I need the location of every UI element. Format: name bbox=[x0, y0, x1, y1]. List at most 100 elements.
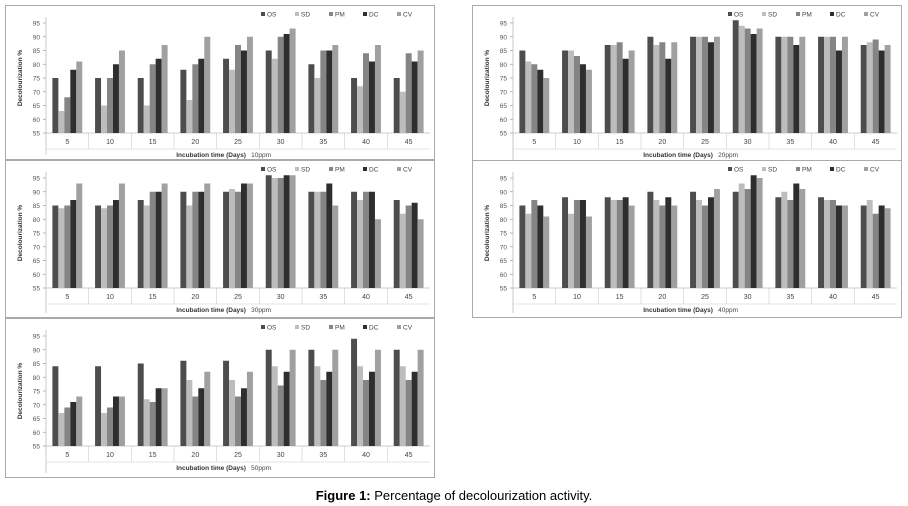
bar-dc bbox=[411, 61, 418, 133]
x-tick-label: 5 bbox=[532, 294, 536, 301]
y-tick-label: 90 bbox=[33, 189, 41, 196]
y-tick-label: 85 bbox=[500, 203, 508, 210]
legend-swatch bbox=[397, 12, 401, 16]
bar-dc bbox=[537, 205, 544, 288]
bar-chart: 55 60 65 70 75 80 85 90 95 Decolourization % 5 10 15… bbox=[17, 325, 430, 473]
legend-swatch bbox=[363, 325, 367, 329]
bar-sd bbox=[58, 208, 65, 288]
bar-chart: 55 60 65 70 75 80 85 90 95 Decolourization % 5 10 15… bbox=[17, 167, 430, 314]
y-tick-label: 55 bbox=[33, 444, 41, 451]
bar-cv bbox=[628, 205, 635, 288]
y-tick-label: 75 bbox=[33, 231, 41, 238]
legend-label: SD bbox=[768, 167, 777, 174]
legend-label: PM bbox=[802, 12, 812, 19]
bar-cv bbox=[671, 205, 678, 288]
bar-cv bbox=[841, 36, 848, 133]
bar-pm bbox=[830, 200, 836, 288]
x-tick-label: 35 bbox=[786, 139, 794, 146]
bar-os bbox=[95, 78, 102, 133]
bar-dc bbox=[622, 197, 629, 288]
x-tick-label: 35 bbox=[319, 452, 327, 459]
y-tick-label: 55 bbox=[33, 131, 41, 138]
bar-sd bbox=[143, 105, 150, 133]
y-tick-label: 80 bbox=[33, 217, 41, 224]
legend-label: SD bbox=[768, 12, 777, 19]
x-tick-label: 5 bbox=[65, 452, 69, 459]
bar-pm bbox=[531, 64, 538, 133]
bar-pm bbox=[659, 42, 666, 133]
bar-dc bbox=[835, 205, 842, 288]
bar-dc bbox=[707, 42, 714, 133]
bar-cv bbox=[374, 219, 381, 288]
bar-os bbox=[775, 197, 782, 288]
y-tick-label: 65 bbox=[500, 258, 508, 265]
bar-os bbox=[732, 20, 739, 133]
x-tick-label: 25 bbox=[701, 294, 709, 301]
bar-cv bbox=[246, 183, 253, 288]
x-tick-label: 20 bbox=[191, 139, 199, 146]
bar-cv bbox=[76, 396, 83, 446]
y-tick-label: 75 bbox=[500, 231, 508, 238]
bar-dc bbox=[155, 191, 162, 288]
x-tick-label: 30 bbox=[744, 139, 752, 146]
y-tick-label: 60 bbox=[33, 117, 41, 124]
bar-dc bbox=[283, 34, 290, 133]
bar-cv bbox=[161, 45, 168, 133]
legend-swatch bbox=[728, 12, 732, 16]
bar-cv bbox=[713, 36, 720, 133]
bar-pm bbox=[405, 53, 412, 133]
x-tick-label: 5 bbox=[65, 294, 69, 301]
legend-swatch bbox=[261, 167, 265, 171]
legend-swatch bbox=[295, 167, 299, 171]
bar-dc bbox=[198, 191, 205, 288]
bar-dc bbox=[793, 183, 800, 288]
bar-dc bbox=[793, 45, 800, 133]
y-tick-label: 55 bbox=[500, 286, 508, 293]
bar-dc bbox=[112, 64, 119, 133]
bar-cv bbox=[417, 219, 424, 288]
legend-swatch bbox=[762, 12, 766, 16]
bar-os bbox=[52, 366, 59, 446]
x-tick-label: 5 bbox=[532, 139, 536, 146]
x-axis-note: 40ppm bbox=[718, 307, 738, 314]
bar-sd bbox=[357, 366, 364, 446]
y-tick-label: 75 bbox=[33, 389, 41, 396]
bar-sd bbox=[229, 189, 236, 288]
bar-os bbox=[351, 191, 358, 288]
bar-os bbox=[690, 36, 697, 133]
bar-pm bbox=[192, 64, 199, 133]
x-axis-note: 50ppm bbox=[251, 465, 271, 472]
legend-swatch bbox=[397, 167, 401, 171]
bar-cv bbox=[289, 28, 296, 133]
legend-label: PM bbox=[335, 167, 345, 174]
x-tick-label: 15 bbox=[616, 294, 624, 301]
bar-pm bbox=[787, 200, 794, 288]
bar-sd bbox=[314, 366, 321, 446]
legend-swatch bbox=[796, 12, 800, 16]
bar-pm bbox=[149, 191, 156, 288]
bar-pm bbox=[405, 205, 412, 288]
bar-dc bbox=[665, 58, 672, 133]
legend-swatch bbox=[261, 12, 265, 16]
legend-label: DC bbox=[369, 12, 379, 19]
bar-sd bbox=[357, 86, 364, 133]
bar-sd bbox=[568, 213, 575, 288]
bar-os bbox=[690, 191, 697, 288]
y-tick-label: 95 bbox=[33, 176, 41, 183]
x-tick-label: 45 bbox=[872, 294, 880, 301]
legend-swatch bbox=[864, 167, 868, 171]
bar-dc bbox=[537, 69, 544, 133]
bar-sd bbox=[186, 205, 193, 288]
bar-os bbox=[604, 45, 611, 133]
legend-label: DC bbox=[369, 325, 379, 332]
bar-pm bbox=[744, 189, 751, 288]
legend-swatch bbox=[397, 325, 401, 329]
bar-os bbox=[52, 78, 59, 133]
y-tick-label: 60 bbox=[500, 117, 508, 124]
legend-label: OS bbox=[267, 325, 277, 332]
legend-label: CV bbox=[870, 167, 880, 174]
legend-swatch bbox=[363, 12, 367, 16]
bar-sd bbox=[568, 50, 575, 133]
y-tick-label: 60 bbox=[33, 430, 41, 437]
bar-pm bbox=[363, 191, 369, 288]
